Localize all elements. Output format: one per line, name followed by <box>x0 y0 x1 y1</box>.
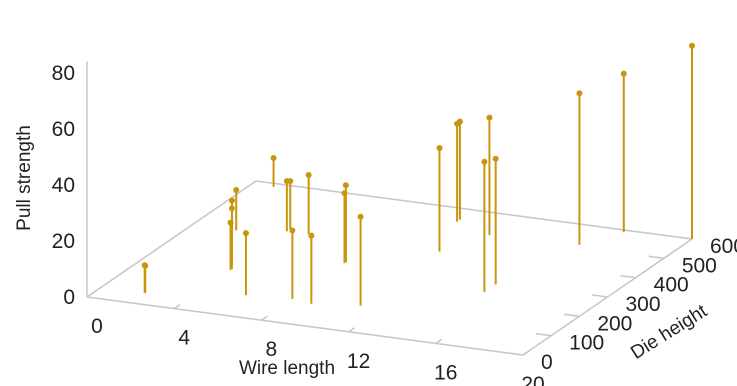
z-tick-label: 0 <box>63 286 75 309</box>
data-point-marker <box>341 190 348 197</box>
y-tick-label: 200 <box>597 312 632 335</box>
y-tick-label: 400 <box>654 274 689 297</box>
data-point-marker <box>229 197 235 204</box>
data-point-marker <box>576 90 583 97</box>
x-tick-mark <box>435 338 443 345</box>
data-point-marker <box>481 158 488 165</box>
y-tick-mark <box>563 313 580 318</box>
x-tick-mark <box>86 292 94 298</box>
axes-frame <box>86 61 693 356</box>
data-point-marker <box>620 70 627 77</box>
floor-edge-front <box>86 296 524 356</box>
y-tick-mark <box>676 236 693 240</box>
floor-edge-back <box>255 180 693 240</box>
x-tick-label: 16 <box>434 361 457 384</box>
data-point-marker <box>242 230 249 237</box>
z-tick-label: 40 <box>52 174 75 197</box>
x-tick-mark <box>173 303 181 310</box>
data-point-marker <box>357 213 364 220</box>
x-tick-mark <box>348 327 355 333</box>
data-point-marker <box>436 144 443 151</box>
x-tick-label: 0 <box>91 315 103 338</box>
x-tick-mark <box>260 315 268 321</box>
z-tick-label: 60 <box>52 118 75 141</box>
x-tick-label: 4 <box>178 327 190 350</box>
y-tick-mark <box>507 352 524 356</box>
y-tick-mark <box>535 332 552 337</box>
data-point-marker <box>342 182 349 189</box>
y-tick-mark <box>620 274 636 279</box>
stems-layer <box>141 42 695 306</box>
x-tick-label: 12 <box>347 350 370 373</box>
data-point-marker <box>689 42 695 49</box>
tick-labels-layer: 0204060800481216200100200300400500600 <box>52 62 737 386</box>
y-tick-mark <box>648 255 664 260</box>
z-axis-label: Pull strength <box>14 125 35 231</box>
data-point-marker <box>283 178 290 185</box>
data-point-marker <box>308 232 315 239</box>
data-point-marker <box>486 114 493 121</box>
y-tick-label: 600 <box>710 235 737 258</box>
floor-edge-left <box>86 180 257 298</box>
z-tick-label: 20 <box>52 230 75 253</box>
data-point-marker <box>492 155 499 162</box>
data-point-marker <box>227 219 234 226</box>
x-axis-label: Wire length <box>239 358 335 379</box>
data-point-marker <box>270 154 277 161</box>
x-tick-mark <box>522 350 530 356</box>
data-point-marker <box>233 187 240 194</box>
x-tick-label: 20 <box>521 373 544 386</box>
y-tick-label: 300 <box>626 293 661 316</box>
y-tick-label: 100 <box>569 332 604 355</box>
data-point-marker <box>305 171 312 178</box>
data-point-marker <box>289 227 296 234</box>
data-point-marker <box>228 205 235 212</box>
y-tick-label: 0 <box>541 351 553 374</box>
y-tick-label: 500 <box>682 254 717 277</box>
data-point-marker <box>454 120 461 127</box>
y-tick-mark <box>592 294 608 298</box>
data-point-marker <box>141 262 148 269</box>
x-tick-label: 8 <box>266 338 278 361</box>
z-tick-label: 80 <box>52 62 75 85</box>
